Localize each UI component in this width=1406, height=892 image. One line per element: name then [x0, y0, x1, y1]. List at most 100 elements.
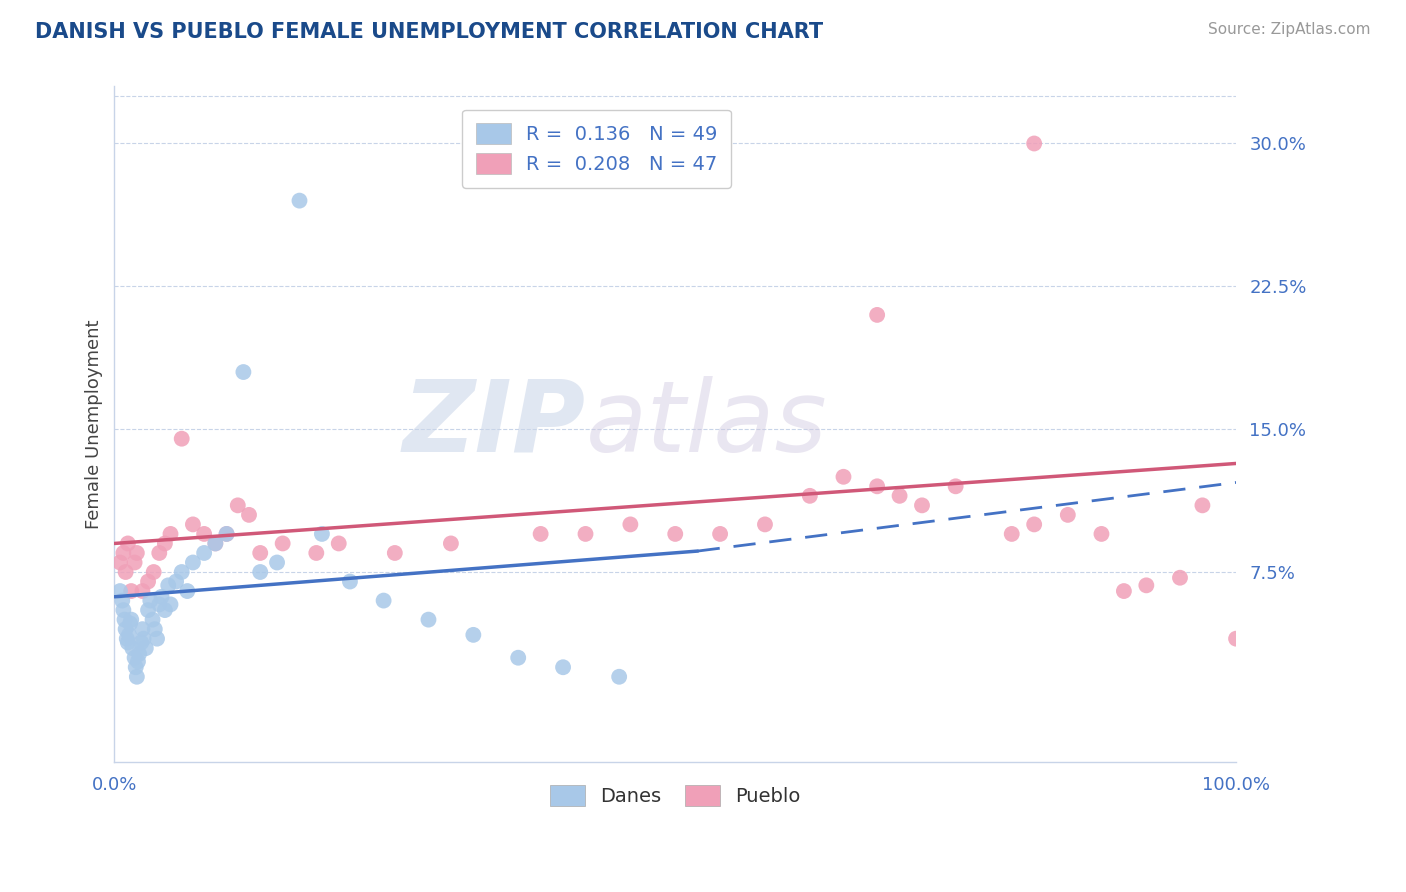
Point: [153, 603, 176, 617]
Point: [131, 584, 153, 599]
Point: [384, 546, 406, 560]
Point: [238, 508, 260, 522]
Point: [148, 598, 170, 612]
Point: [132, 632, 155, 646]
Point: [1024, 136, 1046, 151]
Point: [945, 479, 967, 493]
Point: [305, 546, 328, 560]
Point: [709, 527, 731, 541]
Point: [120, 613, 142, 627]
Point: [159, 598, 181, 612]
Point: [530, 527, 553, 541]
Point: [463, 628, 485, 642]
Point: [204, 536, 226, 550]
Point: [607, 670, 630, 684]
Point: [150, 590, 173, 604]
Point: [108, 556, 131, 570]
Point: [204, 536, 226, 550]
Point: [181, 517, 204, 532]
Point: [866, 308, 889, 322]
Point: [139, 593, 162, 607]
Point: [799, 489, 821, 503]
Point: [120, 616, 142, 631]
Point: [115, 632, 138, 646]
Point: [508, 650, 530, 665]
Point: [249, 546, 271, 560]
Point: [125, 546, 148, 560]
Point: [159, 527, 181, 541]
Point: [125, 670, 148, 684]
Point: [754, 517, 776, 532]
Point: [288, 194, 311, 208]
Point: [112, 603, 135, 617]
Point: [124, 556, 146, 570]
Point: [619, 517, 641, 532]
Point: [1135, 578, 1157, 592]
Point: [226, 499, 249, 513]
Point: [136, 574, 159, 589]
Point: [440, 536, 463, 550]
Text: ZIP: ZIP: [402, 376, 585, 473]
Point: [117, 635, 139, 649]
Point: [125, 660, 148, 674]
Legend: Danes, Pueblo: Danes, Pueblo: [541, 777, 808, 814]
Point: [1024, 517, 1046, 532]
Point: [1168, 571, 1191, 585]
Point: [193, 527, 215, 541]
Point: [141, 613, 163, 627]
Point: [574, 527, 596, 541]
Point: [1056, 508, 1078, 522]
Point: [128, 647, 150, 661]
Point: [311, 527, 333, 541]
Point: [232, 365, 254, 379]
Point: [121, 641, 143, 656]
Point: [271, 536, 294, 550]
Point: [108, 584, 131, 599]
Point: [148, 546, 170, 560]
Point: [889, 489, 911, 503]
Point: [181, 556, 204, 570]
Point: [131, 622, 153, 636]
Point: [176, 584, 198, 599]
Text: Source: ZipAtlas.com: Source: ZipAtlas.com: [1208, 22, 1371, 37]
Point: [193, 546, 215, 560]
Point: [165, 574, 187, 589]
Point: [142, 565, 165, 579]
Point: [832, 470, 855, 484]
Point: [249, 565, 271, 579]
Text: atlas: atlas: [585, 376, 827, 473]
Point: [112, 546, 135, 560]
Point: [664, 527, 686, 541]
Point: [866, 479, 889, 493]
Point: [136, 603, 159, 617]
Point: [1191, 499, 1213, 513]
Point: [911, 499, 934, 513]
Point: [146, 632, 169, 646]
Point: [153, 536, 176, 550]
Point: [551, 660, 574, 674]
Point: [170, 565, 193, 579]
Point: [157, 578, 180, 592]
Point: [215, 527, 238, 541]
Point: [117, 536, 139, 550]
Point: [127, 655, 149, 669]
Text: DANISH VS PUEBLO FEMALE UNEMPLOYMENT CORRELATION CHART: DANISH VS PUEBLO FEMALE UNEMPLOYMENT COR…: [35, 22, 824, 42]
Point: [266, 556, 288, 570]
Point: [418, 613, 440, 627]
Point: [120, 584, 142, 599]
Point: [215, 527, 238, 541]
Point: [131, 635, 153, 649]
Point: [1001, 527, 1024, 541]
Point: [1225, 632, 1247, 646]
Y-axis label: Female Unemployment: Female Unemployment: [86, 319, 103, 529]
Point: [339, 574, 361, 589]
Point: [135, 641, 157, 656]
Point: [1090, 527, 1112, 541]
Point: [373, 593, 395, 607]
Point: [170, 432, 193, 446]
Point: [1112, 584, 1135, 599]
Point: [114, 613, 136, 627]
Point: [328, 536, 350, 550]
Point: [124, 650, 146, 665]
Point: [111, 593, 134, 607]
